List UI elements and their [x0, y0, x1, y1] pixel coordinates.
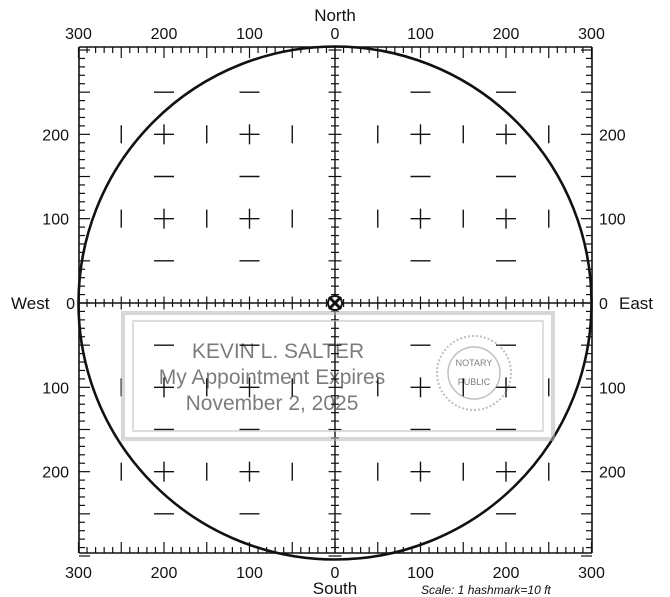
tick-label-top: 300 [578, 26, 605, 43]
tick-label-left: 200 [42, 127, 69, 144]
seal-text: NOTARY [456, 358, 493, 368]
stamp-appointment: My Appointment Expires [159, 366, 385, 389]
tick-label-top: 200 [493, 26, 520, 43]
notary-seal: NOTARY PUBLIC [436, 335, 512, 411]
tick-label-left: 100 [42, 212, 69, 229]
tick-label-bottom: 100 [407, 565, 434, 582]
tick-label-left: 200 [42, 465, 69, 482]
stamp-border-inner [132, 320, 544, 432]
tick-label-right: 100 [599, 212, 626, 229]
tick-labels: 300 200 100 0 100 200 300 300 200 100 0 100 200 300 20… [42, 26, 626, 582]
center-x-marker [327, 295, 343, 311]
notary-stamp: KEVIN L. SALTER My Appointment Expires N… [121, 311, 555, 441]
tick-label-top: 200 [151, 26, 178, 43]
tick-label-top: 100 [236, 26, 263, 43]
tick-label-bottom: 300 [578, 565, 605, 582]
stamp-border-outer [121, 311, 555, 441]
stamp-expiry: November 2, 2025 [186, 392, 359, 415]
seal-center-text: PUBLIC [458, 377, 491, 387]
tick-label-right: 200 [599, 465, 626, 482]
tick-label-right: 0 [599, 296, 608, 313]
center-marker-stroke [327, 295, 343, 311]
tick-label-left: 0 [66, 296, 75, 313]
south-label: South [313, 579, 357, 597]
radius-circle [77, 45, 593, 561]
tick-label-bottom: 200 [493, 565, 520, 582]
tick-label-top: 100 [407, 26, 434, 43]
east-label: East [619, 294, 653, 313]
north-label: North [314, 6, 356, 25]
tick-label-bottom: 100 [236, 565, 263, 582]
tick-label-bottom: 300 [65, 565, 92, 582]
west-label: West [11, 294, 50, 313]
tick-label-top: 0 [331, 26, 340, 43]
tick-label-left: 100 [42, 380, 69, 397]
tick-label-top: 300 [65, 26, 92, 43]
grid-marks-layer [120, 91, 550, 515]
seal-outer-ring [436, 335, 512, 411]
tick-label-bottom: 0 [331, 565, 340, 582]
seal-inner-ring [447, 346, 501, 400]
scale-note: Scale: 1 hashmark=10 ft [421, 583, 551, 597]
tick-label-right: 200 [599, 127, 626, 144]
stamp-name: KEVIN L. SALTER [192, 340, 364, 363]
tick-label-bottom: 200 [151, 565, 178, 582]
tick-label-right: 100 [599, 380, 626, 397]
